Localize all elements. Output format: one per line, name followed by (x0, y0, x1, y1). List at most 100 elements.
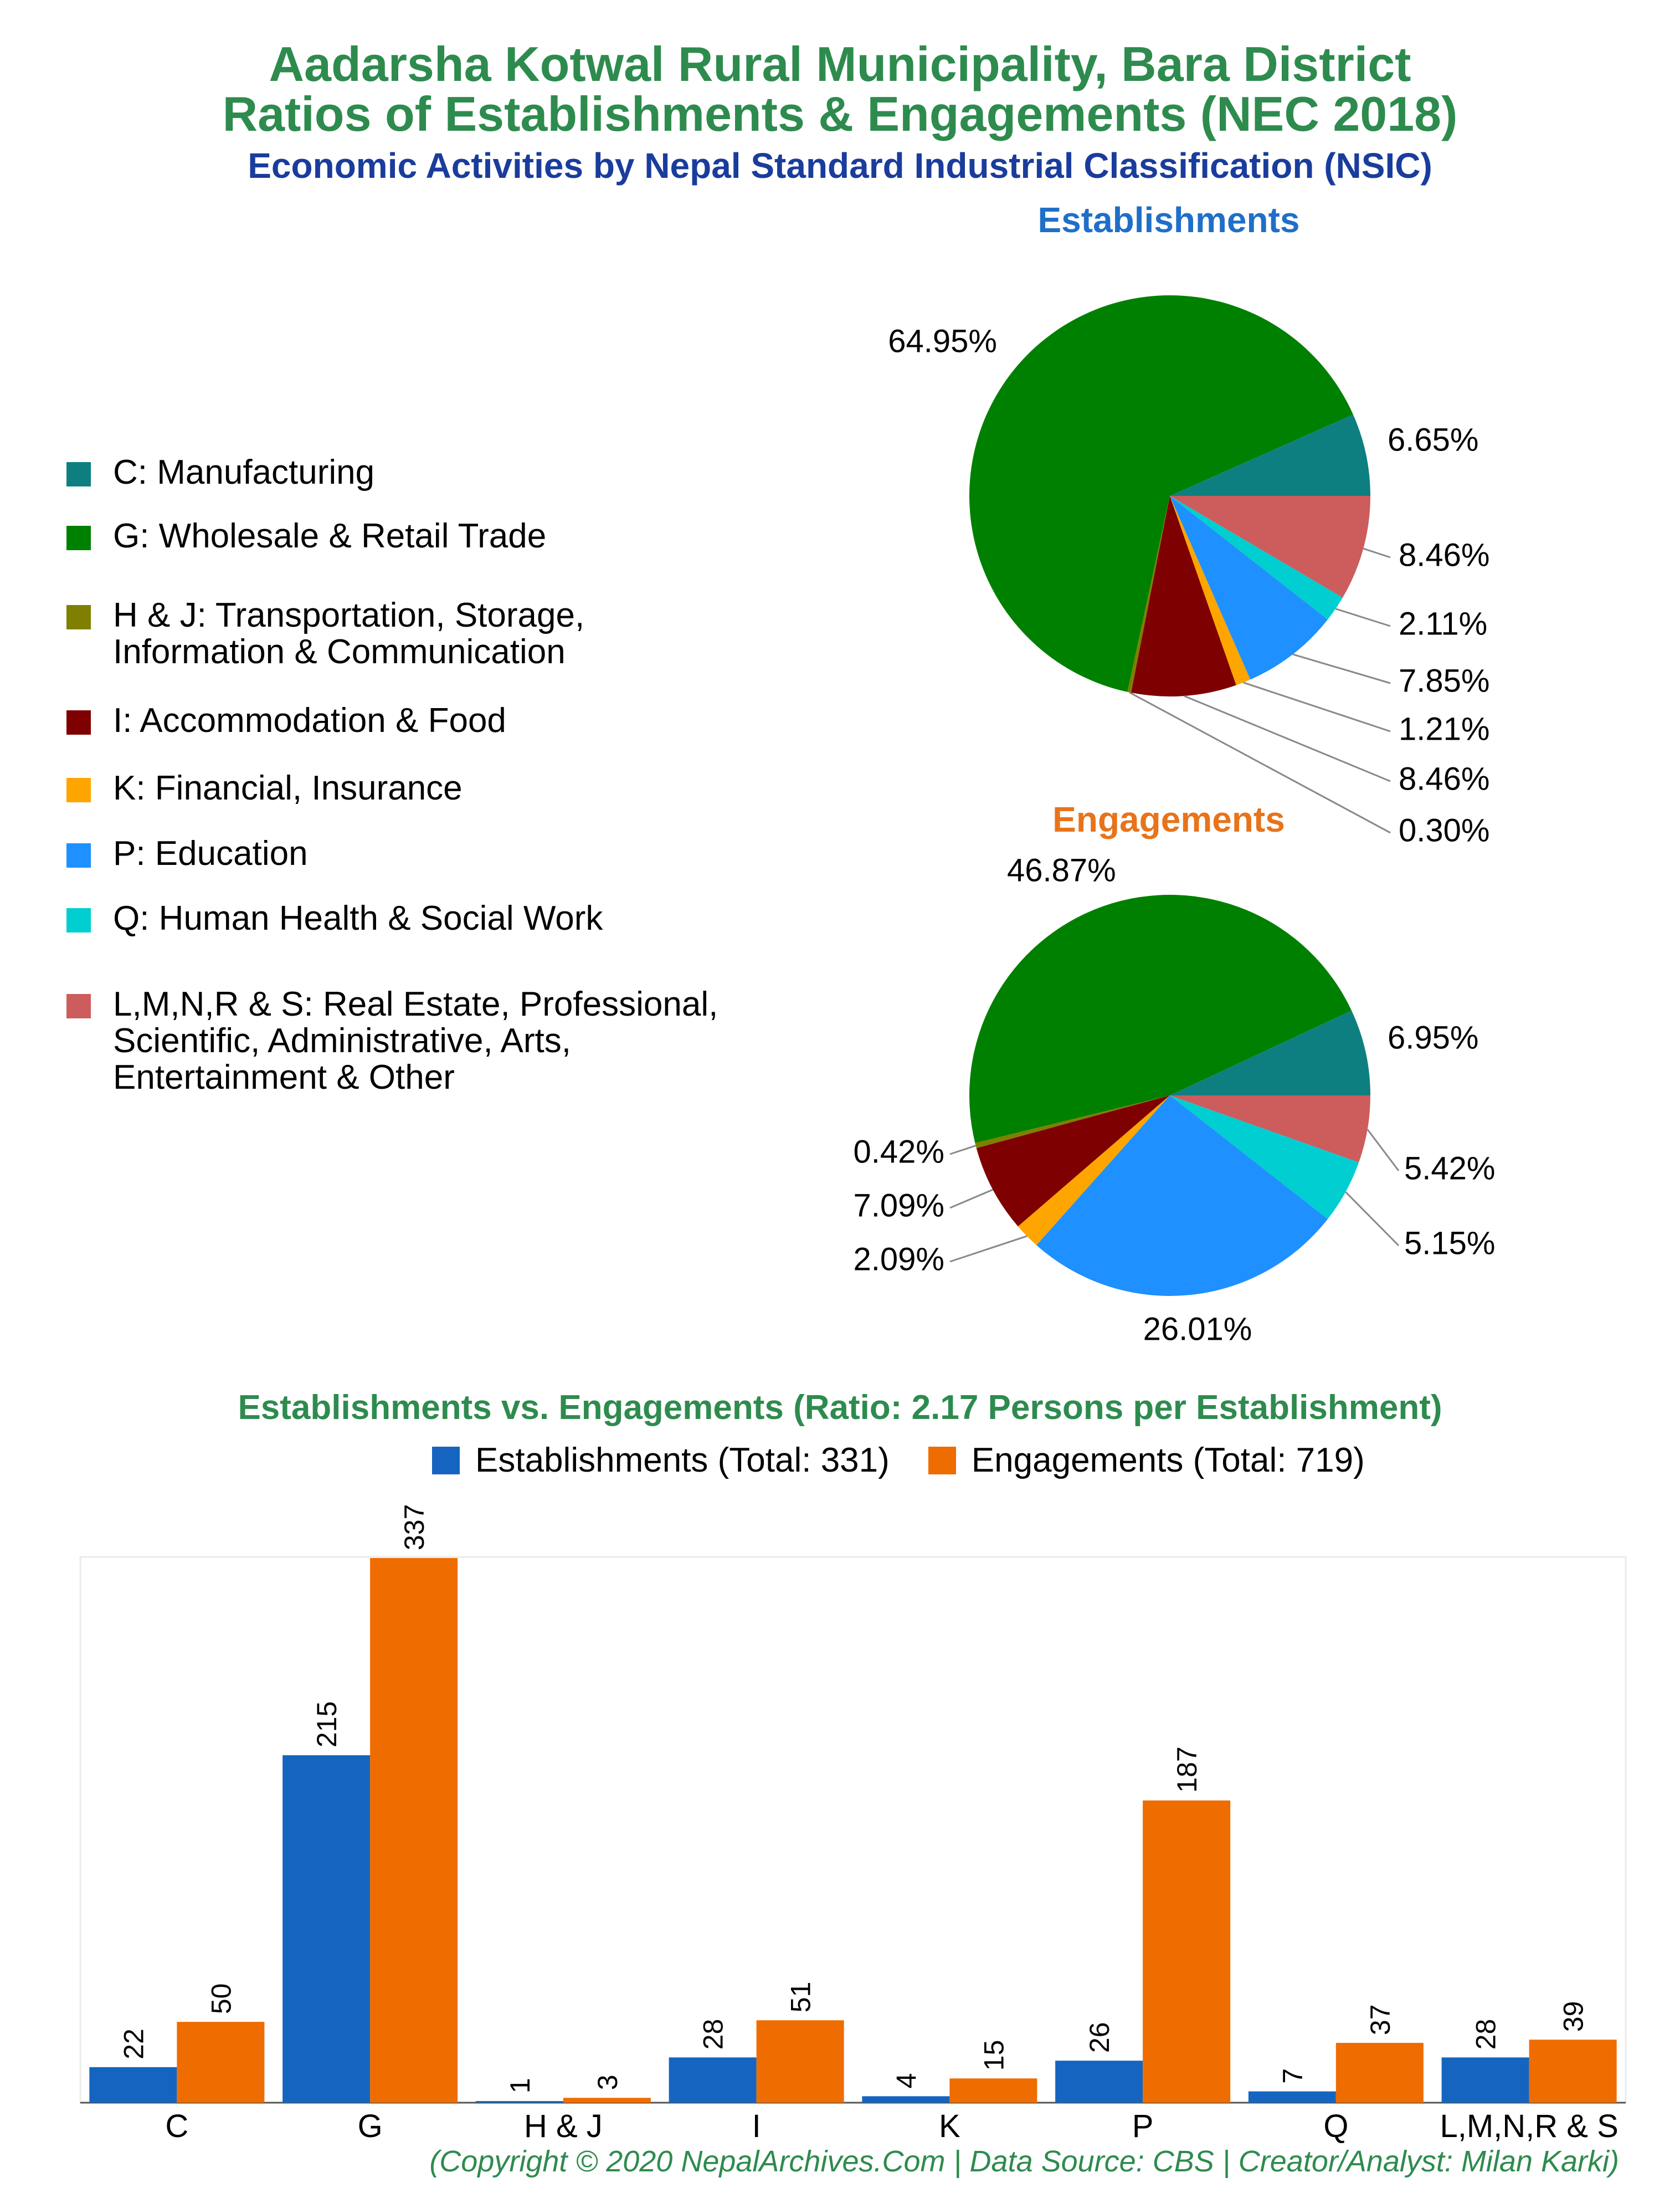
x-tick-label-i: I (752, 2108, 761, 2144)
legend-swatch (66, 994, 91, 1018)
bar-value-label: 37 (1365, 2004, 1396, 2035)
pie-slice-q (1170, 496, 1343, 620)
establishments-legend-label: Establishments (Total: 331) (475, 1441, 890, 1479)
pie-leader-line (949, 1145, 977, 1155)
bar-value-label: 3 (592, 2074, 623, 2090)
bar-legend: Establishments (Total: 331) Engagements … (432, 1441, 1404, 1480)
bar-establishments-g (282, 1755, 371, 2103)
legend-item-h-j: H & J: Transportation, Storage, Informat… (66, 597, 842, 670)
bar-engagements-i (756, 2020, 844, 2103)
bar-engagements-l-m-n-r-s (1529, 2040, 1617, 2103)
legend-swatch (66, 526, 91, 550)
chart-title-line2: Ratios of Establishments & Engagements (… (222, 86, 1458, 141)
pie-label-i: 8.46% (1399, 761, 1489, 797)
legend-swatch (66, 778, 91, 802)
pie-slice-p (1170, 496, 1328, 680)
bar-establishments-p (1055, 2061, 1143, 2103)
legend-label: G: Wholesale & Retail Trade (113, 517, 547, 555)
bar-value-label: 187 (1172, 1746, 1203, 1792)
bar-value-label: 50 (205, 1984, 237, 2015)
x-tick-label-c: C (165, 2108, 188, 2144)
legend-item-q: Q: Human Health & Social Work (66, 900, 842, 937)
pie-label-h-j: 0.42% (854, 1134, 944, 1170)
pie-slice-k (1018, 1095, 1170, 1246)
bar-establishments-k (862, 2096, 950, 2103)
bar-value-label: 51 (785, 1982, 816, 2013)
legend-item-c: C: Manufacturing (66, 454, 842, 491)
x-tick-label-k: K (939, 2108, 960, 2144)
pie-slice-c (1170, 414, 1370, 496)
bar-value-label: 4 (891, 2073, 922, 2089)
pie-label-q: 5.15% (1404, 1225, 1495, 1261)
legend-item-g: G: Wholesale & Retail Trade (66, 518, 842, 555)
x-tick-label-g: G (358, 2108, 383, 2144)
legend-label: Q: Human Health & Social Work (113, 899, 603, 937)
chart-title-line1: Aadarsha Kotwal Rural Municipality, Bara… (269, 37, 1411, 91)
pie-slice-c (1170, 1010, 1370, 1095)
bar-value-label: 15 (978, 2040, 1009, 2071)
engagements-pie-title: Engagements (1052, 800, 1285, 839)
pie-leader-line (1366, 1129, 1400, 1171)
bar-value-label: 7 (1277, 2068, 1308, 2084)
legend-label: P: Education (113, 834, 308, 873)
bar-value-label: 28 (698, 2019, 729, 2050)
bar-engagements-p (1143, 1800, 1231, 2103)
pie-slice-k (1170, 496, 1251, 685)
pie-leader-line (1335, 608, 1391, 627)
pie-slice-l-m-n-r-s (1170, 496, 1370, 598)
bar-value-label: 28 (1471, 2019, 1502, 2050)
bar-engagements-c (177, 2022, 265, 2103)
pie-label-c: 6.95% (1388, 1019, 1478, 1055)
bar-value-label: 215 (311, 1701, 342, 1747)
pie-slice-p (1036, 1095, 1328, 1296)
bar-value-label: 1 (505, 2078, 536, 2093)
legend-item-k: K: Financial, Insurance (66, 770, 842, 807)
legend-swatch (66, 462, 91, 486)
pie-label-l-m-n-r-s: 5.42% (1404, 1150, 1495, 1186)
legend-label: C: Manufacturing (113, 453, 375, 491)
pie-leader-line (949, 1188, 994, 1209)
legend-swatch (66, 605, 91, 629)
legend-label: H & J: Transportation, Storage, Informat… (113, 596, 585, 671)
pie-leader-line (949, 1235, 1027, 1263)
bar-establishments-q (1248, 2091, 1336, 2103)
pie-label-h-j: 0.30% (1399, 812, 1489, 848)
pie-leader-line (1129, 691, 1391, 834)
legend-item-l-m-n-r-s: L,M,N,R & S: Real Estate, Professional, … (66, 986, 842, 1096)
pie-leader-line (1363, 547, 1391, 559)
legend-swatch (66, 908, 91, 932)
establishments-legend-swatch (432, 1446, 460, 1474)
legend-item-i: I: Accommodation & Food (66, 703, 842, 739)
pie-slice-h-j (975, 1095, 1170, 1149)
pie-label-q: 2.11% (1399, 606, 1487, 642)
pie-slice-l-m-n-r-s (1170, 1095, 1370, 1162)
bar-establishments-i (669, 2057, 757, 2103)
legend-label: L,M,N,R & S: Real Estate, Professional, … (113, 985, 718, 1096)
bar-establishments-l-m-n-r-s (1441, 2057, 1529, 2103)
x-tick-label-h-j: H & J (524, 2108, 603, 2144)
legend-label: K: Financial, Insurance (113, 769, 463, 807)
x-tick-label-l-m-n-r-s: L,M,N,R & S (1440, 2108, 1618, 2144)
bar-establishments-c (89, 2067, 177, 2103)
bar-chart-title: Establishments vs. Engagements (Ratio: 2… (238, 1388, 1442, 1427)
pie-slice-g (969, 895, 1352, 1144)
pie-label-g: 46.87% (1007, 852, 1116, 888)
bar-engagements-k (949, 2078, 1037, 2103)
pie-label-i: 7.09% (854, 1187, 944, 1223)
copyright-footer: (Copyright © 2020 NepalArchives.Com | Da… (429, 2145, 1619, 2178)
bar-value-label: 22 (118, 2028, 149, 2059)
pie-slice-h-j (1127, 496, 1170, 693)
pie-slice-i (976, 1095, 1170, 1227)
pie-slice-g (969, 295, 1353, 692)
pie-label-l-m-n-r-s: 8.46% (1399, 537, 1489, 573)
bar-value-label: 337 (399, 1504, 430, 1550)
engagements-legend-swatch (928, 1446, 956, 1474)
bar-engagements-g (370, 1558, 458, 2103)
bar-engagements-q (1335, 2043, 1424, 2103)
legend-item-p: P: Education (66, 836, 842, 872)
bar-value-label: 26 (1084, 2022, 1115, 2053)
pie-label-c: 6.65% (1388, 422, 1478, 458)
x-tick-label-p: P (1132, 2108, 1154, 2144)
